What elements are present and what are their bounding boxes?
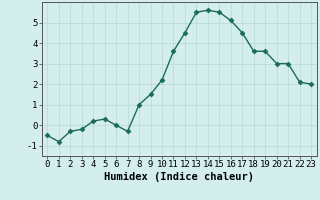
X-axis label: Humidex (Indice chaleur): Humidex (Indice chaleur): [104, 172, 254, 182]
